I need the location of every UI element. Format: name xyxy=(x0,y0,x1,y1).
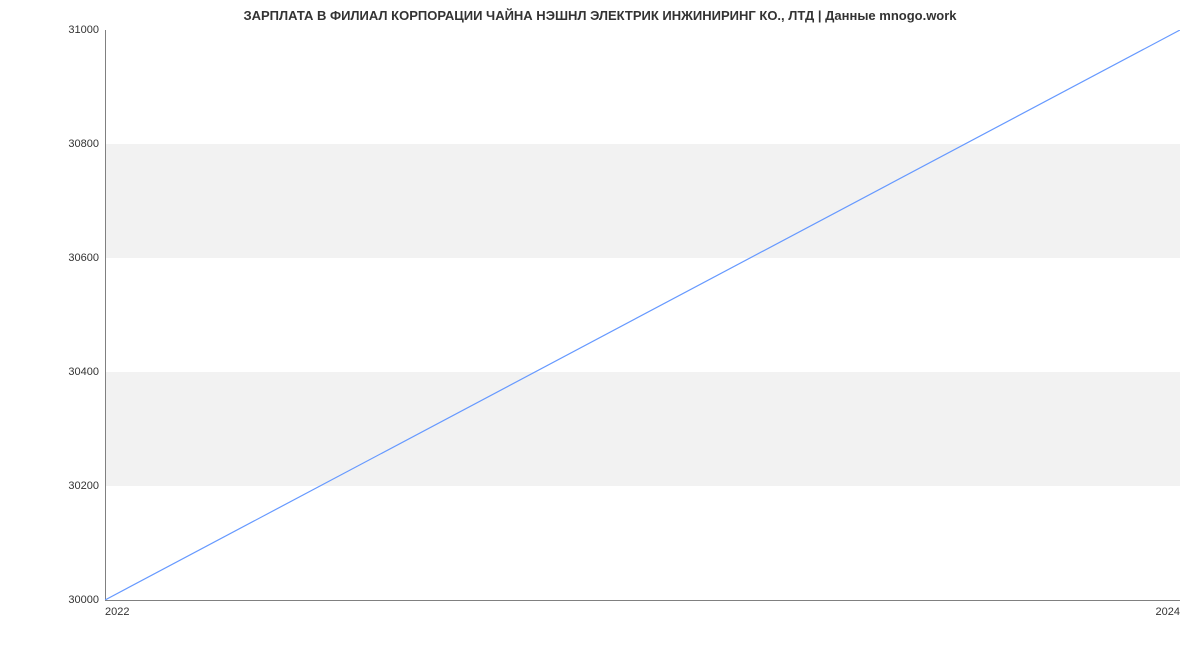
y-tick-label: 30400 xyxy=(68,366,99,378)
grid-band xyxy=(105,372,1180,486)
plot-area: 30000302003040030600308003100020222024 xyxy=(105,30,1180,600)
x-tick-label: 2024 xyxy=(1156,606,1180,618)
y-tick-label: 30600 xyxy=(68,252,99,264)
x-tick-label: 2022 xyxy=(105,606,129,618)
y-tick-label: 31000 xyxy=(68,24,99,36)
x-axis xyxy=(105,600,1180,601)
grid-band xyxy=(105,144,1180,258)
data-line-layer xyxy=(105,30,1180,600)
chart-title: ЗАРПЛАТА В ФИЛИАЛ КОРПОРАЦИИ ЧАЙНА НЭШНЛ… xyxy=(0,8,1200,23)
y-axis xyxy=(105,30,106,600)
series-salary xyxy=(105,30,1180,600)
salary-chart: ЗАРПЛАТА В ФИЛИАЛ КОРПОРАЦИИ ЧАЙНА НЭШНЛ… xyxy=(0,0,1200,650)
y-tick-label: 30000 xyxy=(68,594,99,606)
y-tick-label: 30200 xyxy=(68,480,99,492)
y-tick-label: 30800 xyxy=(68,138,99,150)
